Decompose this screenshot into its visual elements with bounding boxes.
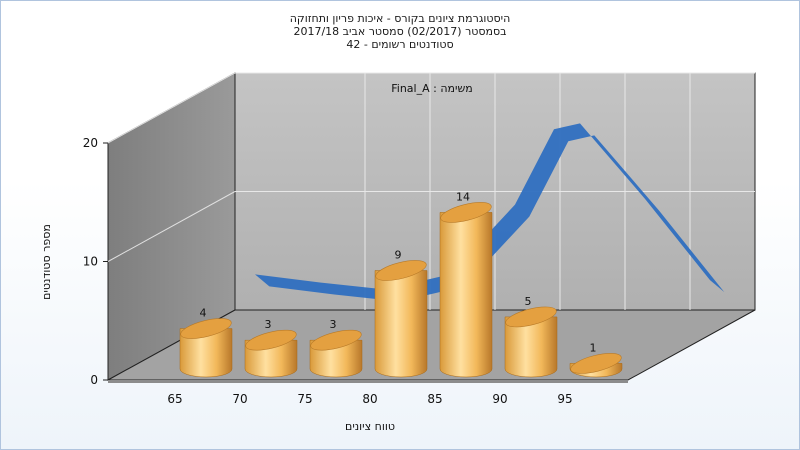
bars — [179, 202, 623, 378]
bar — [504, 306, 558, 378]
data-label: 3 — [330, 318, 337, 331]
bar-body — [179, 328, 233, 378]
bar-top — [180, 318, 232, 339]
data-label: 1 — [590, 341, 597, 354]
floor-front-edge — [108, 380, 628, 383]
chart-title-line-1: היסטוגרמת ציונים בקורס - איכות פריון ותח… — [290, 12, 511, 25]
bar-top — [375, 260, 427, 281]
y-tick-label: 20 — [83, 136, 98, 150]
bar-body — [504, 316, 558, 378]
bar — [179, 318, 233, 378]
bar-body — [439, 212, 493, 378]
bar-top — [440, 202, 492, 223]
bar-top — [310, 329, 362, 351]
bar-body — [374, 270, 428, 378]
x-axis-label: טווח ציונים — [345, 420, 395, 433]
bar-top — [505, 306, 557, 328]
data-label: 3 — [265, 318, 272, 331]
bar — [569, 353, 623, 378]
y-axis-label: מספר סטודנטים — [40, 224, 53, 300]
x-tick-label: 95 — [557, 392, 572, 406]
x-tick-label: 65 — [167, 392, 182, 406]
bar — [244, 329, 298, 378]
bar — [374, 260, 428, 378]
bar-top — [570, 353, 622, 374]
data-label: 9 — [395, 248, 402, 261]
x-tick-label: 85 — [427, 392, 442, 406]
data-label: 4 — [200, 307, 207, 320]
bar — [309, 329, 363, 378]
x-tick-label: 75 — [297, 392, 312, 406]
bar — [439, 202, 493, 378]
bar-top — [245, 329, 297, 351]
data-labels: 4 3 3 9 14 5 1 — [200, 190, 597, 354]
curve-ribbon — [255, 123, 725, 302]
distribution-curve — [255, 123, 725, 302]
x-tick-label: 70 — [232, 392, 247, 406]
grid-lines — [107, 72, 755, 310]
y-tick-label: 0 — [90, 373, 98, 387]
data-label: 14 — [456, 190, 470, 203]
y-tick-label: 10 — [83, 255, 98, 269]
task-annotation: משימה : Final_A — [391, 82, 472, 95]
chart-title-line-2: בסמסטר (02/2017) סמסטר אביב 2017/18 — [293, 25, 506, 38]
x-tick-label: 80 — [362, 392, 377, 406]
x-tick-label: 90 — [492, 392, 507, 406]
chart-title-line-3: סטודנטים רשומים - 42 — [346, 38, 453, 51]
data-label: 5 — [525, 295, 532, 308]
